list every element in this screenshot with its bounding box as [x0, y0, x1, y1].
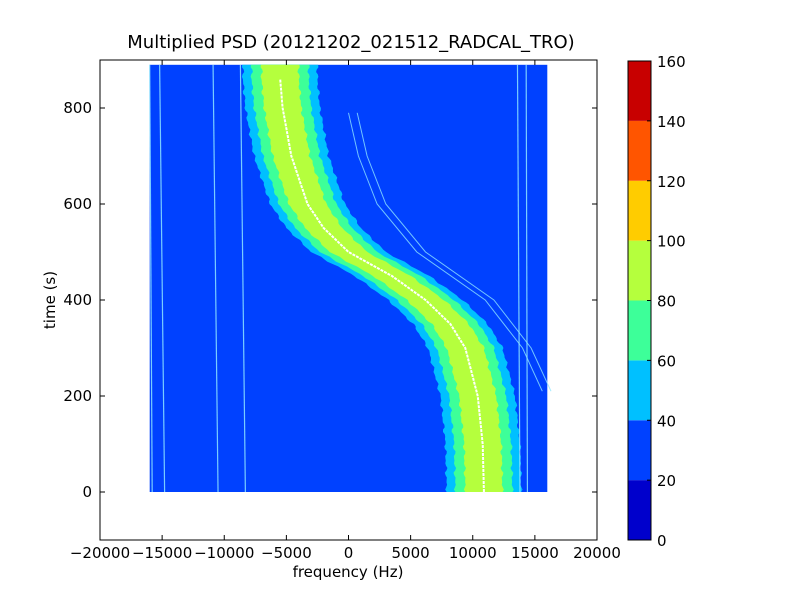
- colorbar-tick-label: 100: [657, 233, 686, 251]
- colorbar-band: [628, 480, 651, 540]
- x-tick-label: 15000: [511, 544, 559, 562]
- y-tick-label: 200: [63, 387, 92, 405]
- vertical-line: [159, 64, 166, 493]
- colorbar-tick-label: 0: [657, 532, 667, 550]
- y-tick-label: 800: [63, 99, 92, 117]
- colorbar-band: [628, 240, 651, 301]
- colorbar-band: [628, 120, 651, 181]
- x-tick-label: 0: [344, 544, 354, 562]
- colorbar-band: [628, 180, 651, 241]
- y-tick-label: 400: [63, 291, 92, 309]
- x-tick-label: 10000: [449, 544, 497, 562]
- y-axis-label: time (s): [41, 271, 59, 329]
- y-axis: 0 200 400 600 800: [63, 99, 597, 501]
- colorbar-band: [628, 300, 651, 361]
- track-band-90: [260, 64, 504, 493]
- main-track-centerline: [279, 79, 485, 492]
- side-track: [348, 112, 543, 392]
- colorbar-tick-label: 80: [657, 293, 676, 311]
- vertical-line: [149, 64, 153, 493]
- colorbar-tick-label: 40: [657, 412, 676, 430]
- x-tick-label: −15000: [132, 544, 192, 562]
- vertical-line: [525, 64, 529, 493]
- colorbar: 0 20 40 60 80 100 120 140 160: [627, 53, 686, 550]
- colorbar-tick-label: 120: [657, 173, 686, 191]
- vertical-line: [239, 64, 246, 493]
- side-track: [356, 112, 552, 392]
- colorbar-band: [628, 420, 651, 481]
- colorbar-tick-label: 20: [657, 472, 676, 490]
- colorbar-tick-label: 60: [657, 352, 676, 370]
- heatmap-layer: [149, 64, 552, 493]
- x-tick-label: −20000: [70, 544, 130, 562]
- colorbar-tick-label: 140: [657, 113, 686, 131]
- vertical-line: [212, 64, 219, 493]
- colorbar-band: [628, 360, 651, 421]
- x-tick-label: 5000: [392, 544, 430, 562]
- vertical-line: [516, 64, 521, 493]
- x-tick-label: −10000: [194, 544, 254, 562]
- x-axis: −20000 −15000 −10000 −5000 0 5000 10000 15000 20…: [70, 60, 621, 562]
- chart-title: Multiplied PSD (20121202_021512_RADCAL_T…: [127, 32, 574, 53]
- x-axis-label: frequency (Hz): [293, 563, 404, 581]
- colorbar-tick-label: 160: [657, 53, 686, 71]
- y-tick-label: 600: [63, 195, 92, 213]
- x-tick-label: 20000: [573, 544, 621, 562]
- y-tick-label: 0: [82, 483, 92, 501]
- x-tick-label: −5000: [261, 544, 312, 562]
- colorbar-band: [628, 61, 651, 121]
